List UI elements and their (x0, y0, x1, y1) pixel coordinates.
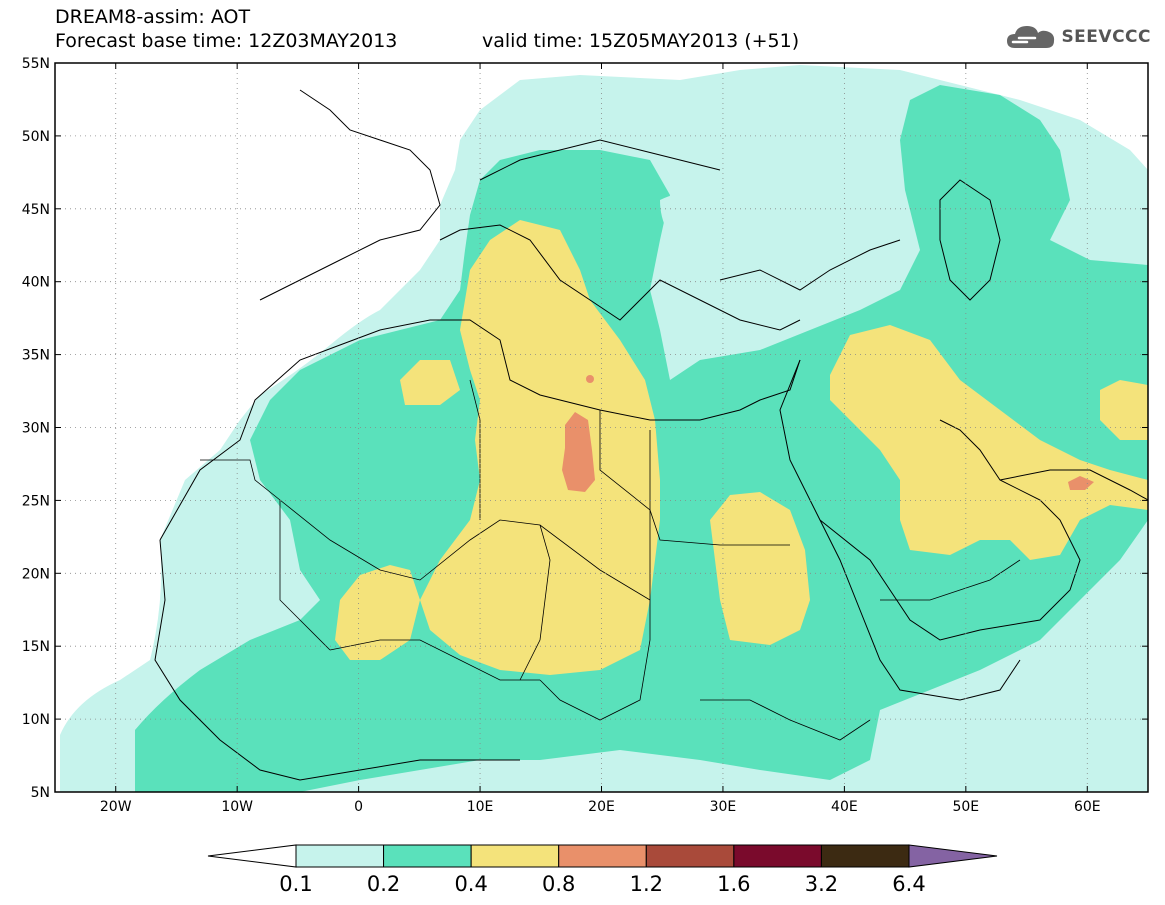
contour-0-8-band-libya (562, 412, 595, 492)
cloud-icon (1007, 26, 1055, 48)
colorbar-max-extend (908, 844, 998, 868)
colorbar-swatch (295, 844, 385, 868)
colorbar-level-label: 1.6 (717, 872, 750, 896)
colorbar-level-label: 1.2 (630, 872, 663, 896)
forecast-base-time: Forecast base time: 12Z03MAY2013 (55, 30, 398, 52)
colorbar-level-label: 3.2 (805, 872, 838, 896)
lon-tick-label: 10E (467, 799, 494, 815)
lat-tick-label: 20N (22, 566, 50, 582)
lat-tick-label: 50N (22, 129, 50, 145)
colorbar-min-extend (207, 844, 297, 868)
seevccc-logo: SEEVCCC (1005, 22, 1151, 52)
contour-0-4-band-sudan (710, 492, 810, 645)
lat-tick-label: 15N (22, 639, 50, 655)
colorbar: 0.1 0.2 0.4 0.8 1.2 1.6 3.2 6.4 (207, 844, 998, 896)
contour-0-4-band-iran (1100, 380, 1148, 440)
colorbar-swatch (820, 844, 910, 868)
lon-tick-label: 30E (710, 799, 737, 815)
country-borders (200, 379, 1021, 741)
contour-0-4-band-arabia (830, 325, 1148, 560)
lat-tick-label: 25N (22, 493, 50, 509)
colorbar-swatch (645, 844, 735, 868)
lat-tick-label: 55N (22, 56, 50, 72)
lon-tick-label: 50E (952, 799, 979, 815)
lat-tick-label: 10N (22, 712, 50, 728)
colorbar-level-label: 0.8 (542, 872, 575, 896)
lon-tick-label: 0 (354, 799, 363, 815)
colorbar-level-label: 0.2 (367, 872, 400, 896)
coastlines (154, 89, 1148, 781)
lat-tick-label: 5N (31, 785, 50, 801)
logo-text: SEEVCCC (1061, 27, 1151, 47)
colorbar-swatch (470, 844, 560, 868)
colorbar-swatch (733, 844, 822, 868)
aot-contours (55, 63, 1148, 792)
contour-0-4-band-westafrica (335, 565, 420, 660)
lon-tick-label: 60E (1074, 799, 1101, 815)
colorbar-level-label: 0.4 (454, 872, 487, 896)
lat-tick-label: 40N (22, 275, 50, 291)
colorbar-swatch (383, 844, 472, 868)
colorbar-level-label: 0.1 (279, 872, 312, 896)
contour-0-8-spot (586, 375, 594, 383)
graticule (55, 63, 1148, 792)
colorbar-level-label: 6.4 (892, 872, 925, 896)
lat-tick-label: 45N (22, 202, 50, 218)
lon-tick-label: 40E (831, 799, 858, 815)
contour-0-8-band-oman (1068, 476, 1094, 490)
lon-tick-label: 10W (221, 799, 253, 815)
colorbar-swatch (558, 844, 647, 868)
lat-tick-label: 35N (22, 348, 50, 364)
valid-time: valid time: 15Z05MAY2013 (+51) (482, 30, 800, 52)
map-title: DREAM8-assim: AOT (55, 6, 251, 28)
lon-tick-label: 20W (100, 799, 132, 815)
axis-ticks: 20W 10W 0 10E 20E 30E 40E 50E 60E 5N 10N 15N 20N 25N 3… (22, 56, 1148, 815)
lon-tick-label: 20E (588, 799, 615, 815)
contour-0-4-band-morocco (400, 360, 460, 405)
lat-tick-label: 30N (22, 421, 50, 437)
